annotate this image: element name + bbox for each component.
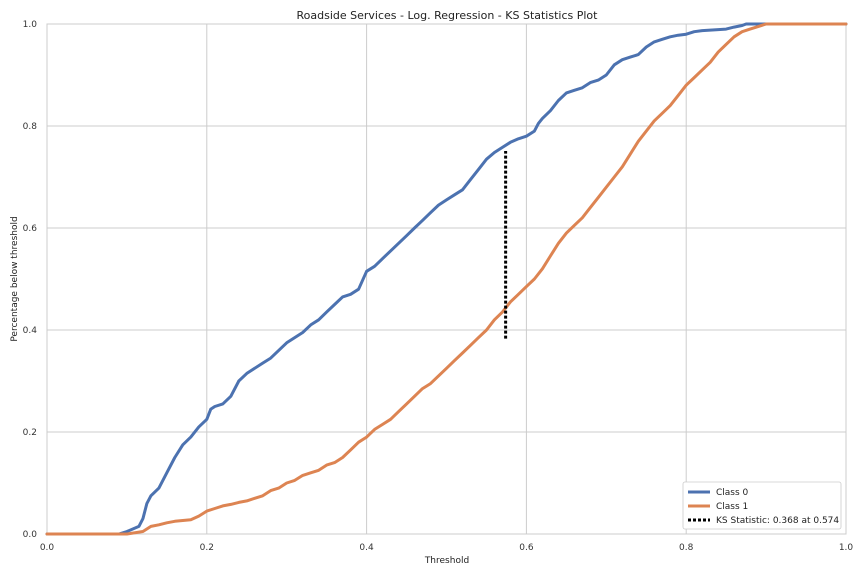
legend-label-class-0: Class 0 bbox=[716, 488, 749, 498]
y-tick-labels: 0.0 0.2 0.4 0.6 0.8 1.0 bbox=[23, 20, 38, 540]
y-tick-label: 1.0 bbox=[23, 20, 38, 30]
y-tick-label: 0.8 bbox=[23, 122, 38, 132]
x-tick-label: 0.6 bbox=[519, 543, 534, 553]
y-tick-label: 0.6 bbox=[23, 224, 38, 234]
x-axis-label: Threshold bbox=[424, 556, 469, 566]
x-tick-label: 0.0 bbox=[40, 543, 55, 553]
legend: Class 0 Class 1 KS Statistic: 0.368 at 0… bbox=[682, 481, 842, 530]
legend-label-class-1: Class 1 bbox=[716, 502, 748, 512]
grid bbox=[46, 23, 847, 535]
plot-frame bbox=[46, 23, 847, 535]
legend-label-ks-statistic: KS Statistic: 0.368 at 0.574 bbox=[716, 516, 839, 526]
series-layer bbox=[45, 22, 848, 536]
series-line-class-1 bbox=[45, 22, 848, 536]
legend-box bbox=[682, 481, 842, 530]
y-tick-label: 0.2 bbox=[23, 428, 37, 438]
y-tick-label: 0.0 bbox=[23, 530, 38, 540]
y-axis-label: Percentage below threshold bbox=[10, 216, 20, 341]
x-tick-label: 0.2 bbox=[200, 543, 214, 553]
x-tick-labels: 0.0 0.2 0.4 0.6 0.8 1.0 bbox=[40, 543, 854, 553]
chart-title: Roadside Services - Log. Regression - KS… bbox=[297, 9, 599, 22]
plot-area: 0.0 0.2 0.4 0.6 0.8 1.0 0.0 0.2 0.4 0.6 0.8 1.0 bbox=[23, 20, 854, 553]
x-tick-label: 0.8 bbox=[679, 543, 694, 553]
x-tick-label: 0.4 bbox=[359, 543, 374, 553]
series-line-class-0 bbox=[45, 22, 848, 536]
y-tick-label: 0.4 bbox=[23, 326, 38, 336]
x-tick-label: 1.0 bbox=[839, 543, 854, 553]
